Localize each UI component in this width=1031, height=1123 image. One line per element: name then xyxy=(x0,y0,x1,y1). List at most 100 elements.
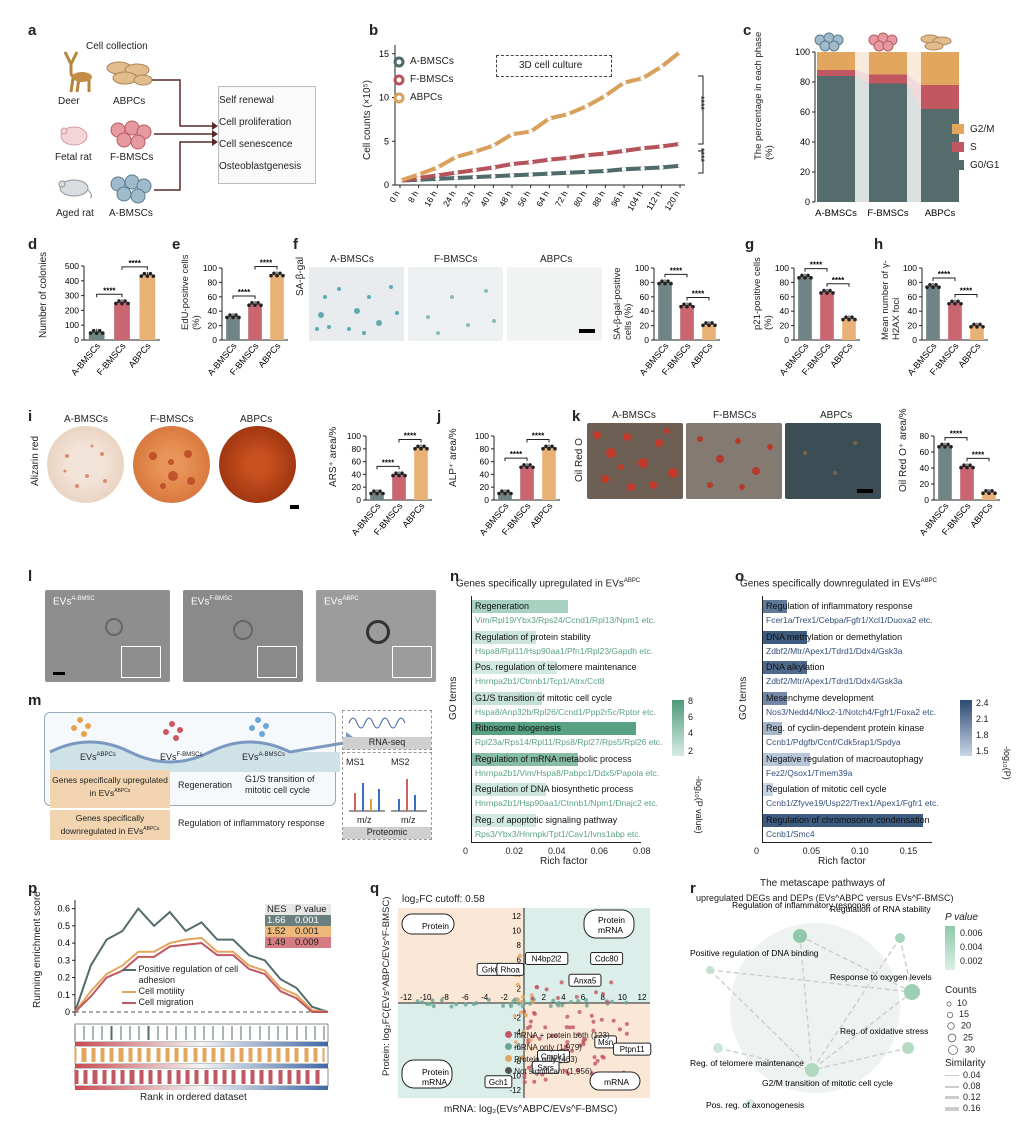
m-ev-abmscs-sup: A-BMSCs xyxy=(258,752,285,758)
j-xtick-label: ABPCs xyxy=(528,500,555,529)
q-legend-mrna: mRNA only (1,979) xyxy=(505,1042,610,1054)
r-network: Regulation of inflammatory responseRegul… xyxy=(690,900,932,1110)
q-point-protein xyxy=(521,1029,526,1034)
h-dot xyxy=(956,299,960,304)
r-sim-label: 0.12 xyxy=(963,1092,981,1102)
f-ytick-label: 40 xyxy=(640,306,650,316)
q-gene-label: N4bp2l2 xyxy=(532,955,562,964)
i-dish-abmscs xyxy=(47,426,124,503)
g-dot xyxy=(809,276,813,280)
d-dot xyxy=(148,271,153,276)
h-dot xyxy=(959,301,963,306)
r-node-label: Positive regulation of DNA binding xyxy=(690,948,819,958)
h-dot xyxy=(969,325,973,329)
q-point-protein xyxy=(515,982,520,987)
b-xtick-label: 96 h xyxy=(609,189,626,209)
k-dot xyxy=(993,491,997,495)
i-sig-bracket xyxy=(376,465,400,470)
q-point-both xyxy=(544,987,549,992)
q-point-both xyxy=(522,1009,527,1014)
q-point-both xyxy=(532,1010,537,1015)
i-sig-bracket xyxy=(398,439,422,443)
l-label-fbmsc-base: EVs xyxy=(191,596,210,608)
q-point-both xyxy=(576,1032,581,1037)
k-img-label-abpcs: ABPCs xyxy=(820,410,853,421)
b-xtick-label: 104 h xyxy=(625,189,644,213)
c-icon-abmsc xyxy=(814,32,844,52)
c-legend-g0g1: G0/G1 xyxy=(952,160,999,171)
e-sig-bracket xyxy=(232,295,256,299)
l-label-fbmsc-sup: F-BMSC xyxy=(209,596,233,602)
b-point xyxy=(547,157,552,162)
q-scatter-chart: -12-10-8-6-4-22468101212108642-2-4-6-8-1… xyxy=(398,908,652,1098)
f-stain-dots-a xyxy=(315,285,399,335)
b-point xyxy=(509,132,515,137)
m-rnaseq-label: RNA-seq xyxy=(343,737,431,749)
b-legend-abmscs: A-BMSCs xyxy=(410,56,454,67)
l-label-abpc: EVsABPC xyxy=(324,596,359,607)
g-ytick-label: 80 xyxy=(780,277,790,287)
p-legend-1: Positive regulation of cell adhesion xyxy=(122,964,249,986)
e-ytick-label: 100 xyxy=(203,263,217,273)
q-xtick-label: -10 xyxy=(420,993,432,1002)
cell-abmscs: A-BMSCs xyxy=(109,208,153,219)
k-bar xyxy=(982,492,996,500)
c-bar-segment xyxy=(817,70,855,76)
b-point xyxy=(491,165,496,170)
m-mz-1: m/z xyxy=(357,815,372,825)
i-dish-dots-a xyxy=(63,444,107,488)
fetal-rat-icon xyxy=(60,126,88,146)
m-row2-left: Genes specifically downregulated in EVsA… xyxy=(50,810,170,840)
e-sig-label: **** xyxy=(260,258,273,267)
b-point xyxy=(435,176,440,182)
r-count-dot xyxy=(947,1022,955,1030)
f-sig-bracket xyxy=(686,296,710,301)
r-sim-row: 0.12 xyxy=(945,1092,1015,1103)
q-quadrant-tag: mRNA xyxy=(604,1077,629,1087)
n-term-bar xyxy=(472,752,579,766)
c-ytick-label: 60 xyxy=(800,107,810,117)
b-point xyxy=(603,168,608,174)
k-drops-abpc xyxy=(803,441,857,475)
h-dot xyxy=(928,283,932,287)
m-row2-left-sup: ABPCs xyxy=(143,826,160,832)
b-point xyxy=(565,170,571,175)
r-pvalue-colorbar xyxy=(945,926,955,970)
j-dot xyxy=(519,465,523,470)
e-bar xyxy=(270,274,284,340)
r-sim-line xyxy=(945,1075,959,1077)
m-row1-mid: Regeneration xyxy=(178,780,233,790)
b-point xyxy=(640,76,645,81)
j-dot xyxy=(550,444,554,449)
q-point-both xyxy=(595,1058,600,1063)
o-term-name: Regulation of chromosome condensation xyxy=(766,814,930,825)
source-deer: Deer xyxy=(58,96,80,107)
q-legend-protein-dot xyxy=(505,1055,512,1062)
b-point xyxy=(659,165,664,170)
deer-icon xyxy=(63,51,92,93)
c-ylabel: The percentage in each phase (%) xyxy=(753,31,775,160)
m-row1-left-sup: ABPCs xyxy=(114,788,131,794)
o-cb-2: 2.1 xyxy=(976,714,989,724)
q-ytick-label: 6 xyxy=(517,956,522,965)
r-count-row: 20 xyxy=(945,1020,1015,1031)
f-bar xyxy=(680,305,694,340)
d-bar xyxy=(139,274,156,340)
l-tem-abpc: EVsABPC xyxy=(316,590,436,682)
b-xtick-label: 72 h xyxy=(553,189,570,209)
q-gene-label: Gch1 xyxy=(489,1078,509,1087)
r-counts-label: Counts xyxy=(945,985,977,996)
f-img-label-fbmscs: F-BMSCs xyxy=(434,254,478,265)
q-legend-both: mRNA + protein both (123) xyxy=(505,1030,610,1042)
f-dot xyxy=(713,323,717,328)
e-dot xyxy=(250,301,254,305)
q-ytick-label: 2 xyxy=(517,985,522,994)
o-term-name: Reg. of cyclin-dependent protein kinase xyxy=(766,723,925,733)
p-ytick-label: 0.4 xyxy=(57,938,70,948)
q-quadrant-tag: mRNA xyxy=(598,925,623,935)
q-ytick-label: -12 xyxy=(509,1086,521,1095)
k-dot xyxy=(946,442,950,447)
b-point xyxy=(491,174,496,179)
